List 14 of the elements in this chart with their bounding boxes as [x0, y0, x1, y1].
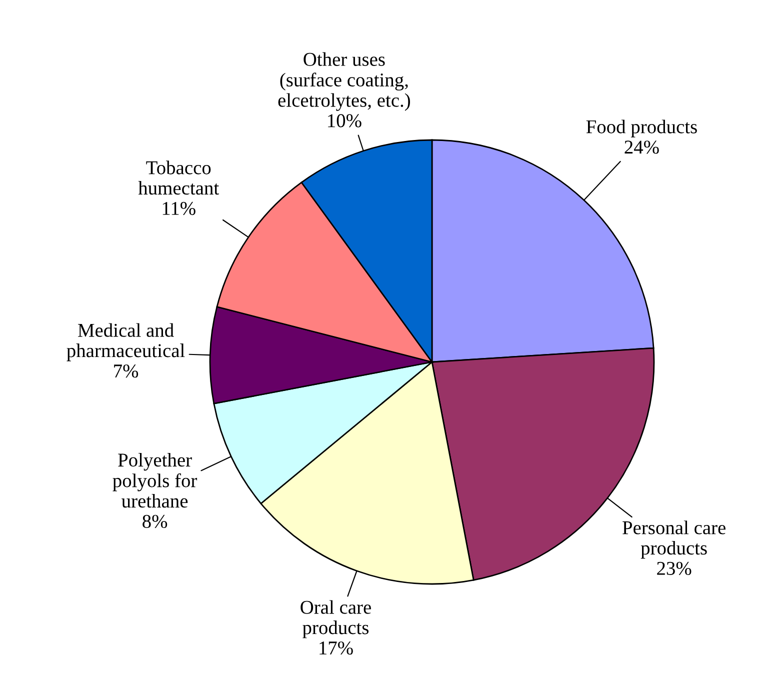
data-label: 24%: [624, 140, 659, 154]
data-label: 10%: [328, 114, 362, 128]
slice-label: Food products: [586, 120, 697, 138]
data-label: 17%: [320, 641, 353, 655]
data-label: 8%: [142, 514, 168, 528]
slice-label: Other uses (surface coating, elcetrolytes, etc.): [278, 52, 410, 111]
slice-label: Tobacco humectant: [138, 160, 219, 195]
data-label: 23%: [657, 562, 692, 576]
slice-label: Personal care products: [622, 520, 726, 559]
data-label: 11%: [162, 202, 196, 216]
slice-label: Medical and pharmaceutical: [66, 323, 185, 362]
slice-label: Polyether polyols for urethane: [112, 452, 198, 508]
slice-label: Oral care products: [300, 600, 371, 638]
data-label: 7%: [114, 364, 138, 378]
